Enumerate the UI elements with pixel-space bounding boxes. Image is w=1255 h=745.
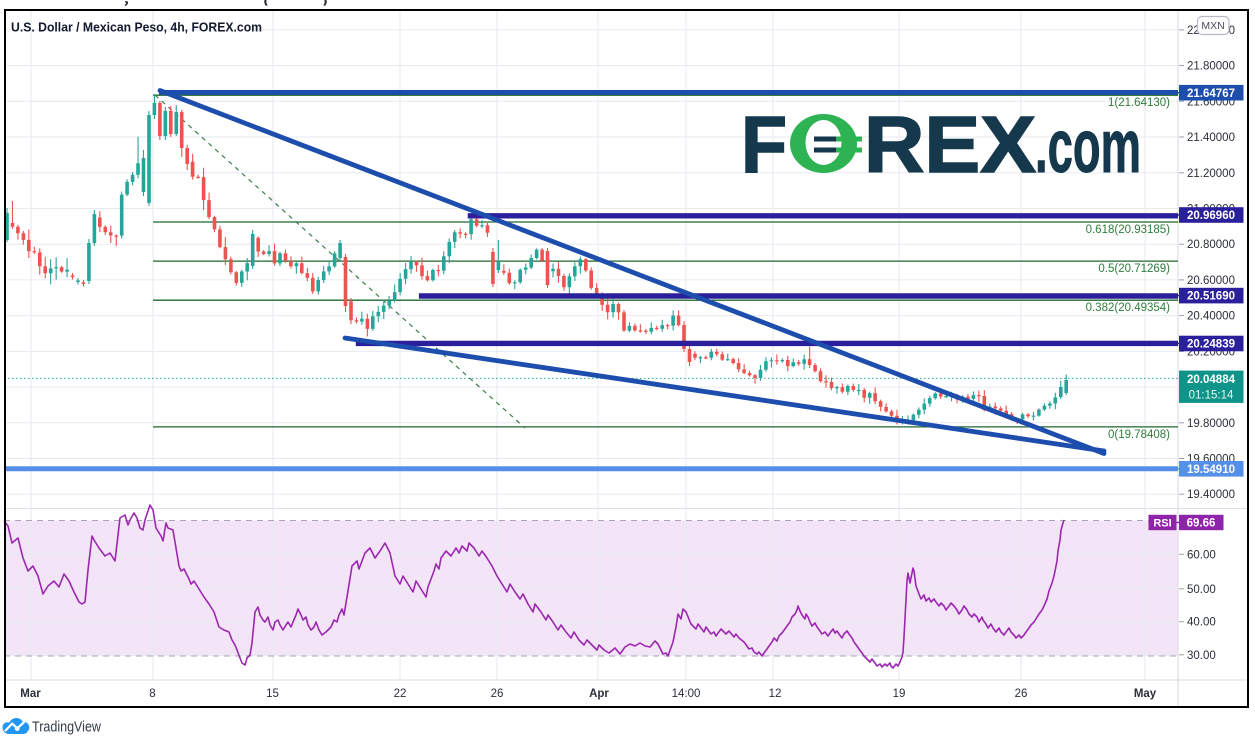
svg-text:21.80000: 21.80000 [1187,61,1235,73]
svg-text:50.00: 50.00 [1187,584,1216,596]
svg-text:40.00: 40.00 [1187,617,1216,629]
svg-text:20.60000: 20.60000 [1187,275,1235,287]
svg-text:30.00: 30.00 [1187,650,1216,662]
svg-text:19.80000: 19.80000 [1187,418,1235,430]
svg-text:26: 26 [1015,688,1028,700]
svg-text:22: 22 [394,688,407,700]
svg-text:19.40000: 19.40000 [1187,489,1235,501]
svg-text:0.618(20.93185): 0.618(20.93185) [1086,224,1171,236]
svg-text:1(21.64130): 1(21.64130) [1108,97,1170,109]
svg-text:20.80000: 20.80000 [1187,239,1235,251]
svg-text:15: 15 [266,688,279,700]
svg-text:26: 26 [491,688,504,700]
svg-text:19.54910: 19.54910 [1187,464,1235,476]
svg-text:0.382(20.49354): 0.382(20.49354) [1086,302,1171,314]
svg-text:20.24839: 20.24839 [1187,339,1235,351]
svg-text:Apr: Apr [589,688,609,700]
svg-text:F: F [741,100,787,189]
svg-text:21.20000: 21.20000 [1187,168,1235,180]
svg-text:8: 8 [149,688,155,700]
svg-text:MXN: MXN [1201,20,1224,32]
svg-text:REX: REX [864,100,1036,189]
svg-text:20.96960: 20.96960 [1187,210,1235,222]
svg-text:Mar: Mar [20,688,41,700]
svg-text:0(19.78408): 0(19.78408) [1108,429,1170,441]
svg-text:01:15:14: 01:15:14 [1189,390,1234,402]
svg-text:21.64767: 21.64767 [1187,88,1235,100]
svg-text:20.04884: 20.04884 [1187,374,1236,386]
svg-text:U.S. Dollar / Mexican Peso, 4h: U.S. Dollar / Mexican Peso, 4h, FOREX.co… [11,20,262,35]
svg-text:19: 19 [893,688,906,700]
svg-text:21.40000: 21.40000 [1187,132,1235,144]
svg-text:69.66: 69.66 [1187,518,1216,530]
svg-text:20.40000: 20.40000 [1187,311,1235,323]
svg-text:May: May [1134,688,1157,700]
svg-text:RSI: RSI [1153,518,1171,530]
svg-text:12: 12 [769,688,782,700]
svg-text:0.5(20.71269): 0.5(20.71269) [1098,263,1170,275]
svg-text:20.51690: 20.51690 [1187,291,1235,303]
svg-text:14:00: 14:00 [672,688,701,700]
svg-text:TradingView: TradingView [32,720,101,736]
svg-text:60.00: 60.00 [1187,549,1216,561]
svg-text:.com: .com [1035,104,1141,188]
